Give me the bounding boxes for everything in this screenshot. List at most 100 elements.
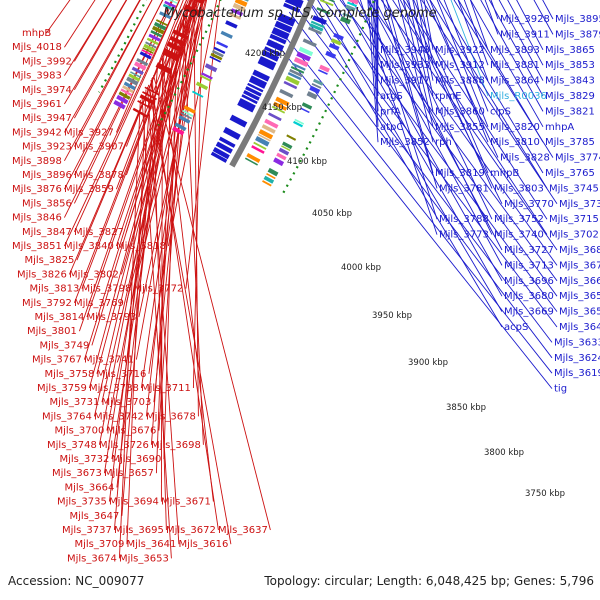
reverse-gene <box>172 29 189 40</box>
cog-feature <box>183 105 196 114</box>
cog-feature <box>268 112 282 122</box>
gene-label-left: Mjls_3792 <box>22 298 72 309</box>
reverse-gene <box>155 62 173 75</box>
connector-left <box>74 0 153 147</box>
gene-label-right: Mjls_3669 <box>504 307 554 318</box>
connector-right <box>438 0 544 174</box>
forward-gene <box>237 98 256 113</box>
gene-label-left: Mjls_3673 <box>52 468 102 479</box>
forward-gene <box>212 147 230 160</box>
gene-label-left: Mjls_3657 <box>104 468 154 479</box>
connector-left <box>64 0 127 105</box>
cog-feature <box>230 8 244 17</box>
gene-label-right: prfA <box>380 106 401 117</box>
gene-label-right: Mjls_3819 <box>435 168 485 179</box>
connector-right <box>421 0 558 205</box>
connector-right <box>373 0 379 97</box>
cog-feature <box>331 38 342 46</box>
gene-label-right: Mjls_3803 <box>494 183 544 194</box>
gene-label-right: Mjls_3928 <box>500 14 550 25</box>
gene-label-right: Mjls_3810 <box>490 137 540 148</box>
gene-label-left: Mjls_3737 <box>62 525 112 536</box>
reverse-gene <box>132 107 148 118</box>
connector-right <box>498 0 544 81</box>
backbone-arc <box>229 0 315 168</box>
cog-feature <box>142 47 154 55</box>
gene-label-left: Mjls_3798 <box>82 284 132 295</box>
connector-left <box>98 17 183 445</box>
cog-feature <box>255 136 270 147</box>
cog-feature <box>293 56 309 67</box>
dotted-tracks <box>98 0 376 195</box>
connector-left <box>160 57 163 502</box>
gene-label-right: Mjls_3770 <box>504 199 554 210</box>
cog-feature <box>301 102 313 110</box>
gene-label-right: Mjls_3820 <box>490 122 540 133</box>
reverse-gene <box>139 94 156 105</box>
cog-feature <box>126 76 139 86</box>
gene-label-right: Mjls_3828 <box>500 153 550 164</box>
gene-label-left: Mjls_3847 <box>22 227 72 238</box>
gene-label-left: Mjls_3767 <box>32 355 82 366</box>
connector-right <box>408 0 434 112</box>
forward-gene <box>269 33 287 45</box>
feature-tracks <box>113 0 359 187</box>
forward-gene <box>261 49 280 62</box>
connector-left <box>147 86 180 545</box>
cog-feature <box>204 63 218 73</box>
cog-feature <box>328 43 340 51</box>
connector-left <box>192 0 203 389</box>
connector-right <box>322 0 558 312</box>
gene-label-left: Mjls_3974 <box>22 85 72 96</box>
gene-label-left: Mjls_3947 <box>22 113 72 124</box>
gene-label-left: Mjls_3876 <box>12 184 62 195</box>
tick-label: 3750 kbp <box>525 489 565 499</box>
cog-feature <box>293 120 303 128</box>
connector-left <box>93 0 192 417</box>
gene-label-right: Mjls_3855 <box>435 122 485 133</box>
cog-feature <box>294 118 305 125</box>
connector-left <box>153 0 196 403</box>
cog-feature <box>296 51 311 62</box>
gene-label-left: Mjls_3653 <box>119 553 169 564</box>
connector-left <box>74 0 141 119</box>
cog-feature <box>276 152 287 161</box>
gene-label-right: tig <box>554 384 567 395</box>
cog-feature <box>148 33 161 42</box>
cog-feature <box>286 134 297 141</box>
cog-feature <box>220 30 233 39</box>
connector-right <box>450 0 489 97</box>
cog-feature <box>258 129 274 140</box>
cog-feature <box>213 46 226 54</box>
cog-feature <box>136 58 149 67</box>
gene-label-right: Mjls_3651 <box>559 307 600 318</box>
gene-label-left: Mjls_3703 <box>102 397 152 408</box>
gene-label-left: Mjls_3616 <box>179 539 229 550</box>
cog-feature <box>310 20 325 29</box>
connector-right <box>392 0 548 235</box>
cog-feature <box>134 61 147 71</box>
gene-label-right: Mjls_3821 <box>545 106 595 117</box>
cog-feature <box>309 85 321 94</box>
cog-feature <box>311 82 322 89</box>
connector-right <box>380 0 558 251</box>
cog-feature <box>267 167 279 177</box>
cog-feature <box>232 2 246 12</box>
cog-feature <box>141 49 153 57</box>
connector-right <box>339 0 558 297</box>
connector-right <box>382 0 438 189</box>
gene-label-right: Mjls_3633 <box>554 337 600 348</box>
gene-label-left: Mjls_3748 <box>47 440 97 451</box>
connector-right <box>357 0 503 266</box>
forward-gene <box>215 141 233 154</box>
forward-gene <box>266 39 285 52</box>
cog-feature <box>123 81 136 91</box>
connector-right <box>307 0 503 328</box>
connector-left <box>141 96 172 559</box>
connector-right <box>367 0 438 220</box>
connector-right <box>368 0 503 251</box>
connector-right <box>429 0 548 189</box>
gene-label-right: Mjls_3788 <box>439 214 489 225</box>
gene-label-left: Mjls_3793 <box>87 312 137 323</box>
gene-label-right: acpS <box>504 322 528 333</box>
